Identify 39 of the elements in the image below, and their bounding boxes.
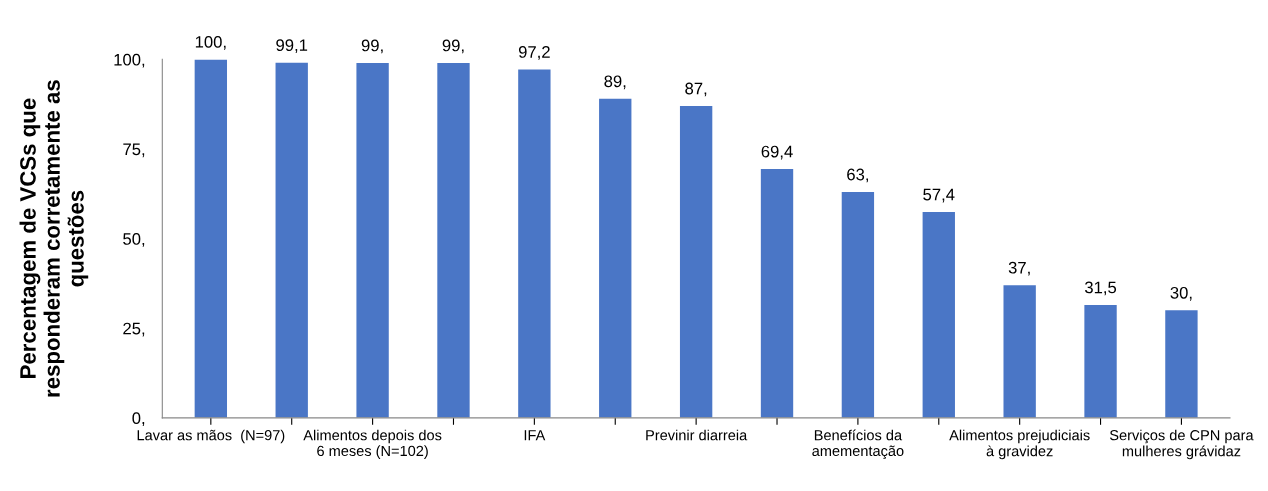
bar bbox=[760, 169, 794, 418]
bar bbox=[518, 69, 551, 418]
data-label: 30, bbox=[1170, 286, 1192, 301]
y-tick-label: 0, bbox=[132, 412, 145, 427]
bar bbox=[437, 63, 470, 418]
bar bbox=[1165, 310, 1198, 418]
bar bbox=[356, 63, 389, 418]
bar bbox=[599, 98, 632, 418]
bar bbox=[275, 62, 308, 418]
data-label: 99, bbox=[442, 39, 464, 54]
bar bbox=[841, 192, 875, 418]
data-label: 69,4 bbox=[761, 145, 793, 160]
x-tick-label: IFA bbox=[524, 430, 546, 441]
bar bbox=[1003, 285, 1036, 418]
x-tick-label: Serviços de CPN para mulheres grávidaz bbox=[1109, 429, 1254, 460]
data-label: 63, bbox=[847, 168, 868, 183]
data-label: 31,5 bbox=[1084, 281, 1117, 296]
data-label: 87, bbox=[685, 82, 707, 97]
x-tick-label: Lavar as mãos (N=97) bbox=[137, 429, 285, 444]
bar bbox=[194, 59, 228, 418]
y-tick-label: 75, bbox=[123, 143, 145, 158]
x-tick-label: Alimentos prejudiciais à gravidez bbox=[949, 429, 1090, 460]
data-label: 89, bbox=[604, 75, 626, 90]
y-tick-label: 50, bbox=[123, 233, 145, 247]
data-label: 99,1 bbox=[276, 39, 308, 53]
data-label: 97,2 bbox=[518, 46, 550, 60]
data-label: 37, bbox=[1008, 261, 1030, 276]
x-tick-label: Previnir diarreia bbox=[646, 429, 748, 441]
bar bbox=[679, 106, 713, 418]
data-label: 57,4 bbox=[923, 188, 955, 203]
bar bbox=[1084, 304, 1117, 418]
y-axis-title: Percentagem de VCSs que responderam corretamente as questões bbox=[19, 80, 89, 397]
bar bbox=[922, 212, 955, 418]
x-tick-label: Alimentos depois dos 6 meses (N=102) bbox=[303, 429, 442, 459]
data-label: 100, bbox=[195, 35, 226, 50]
y-tick-label: 100, bbox=[114, 53, 145, 68]
x-tick-label: Benefícios da amementação bbox=[812, 429, 904, 460]
y-tick-label: 25, bbox=[123, 322, 145, 337]
data-label: 99, bbox=[361, 39, 383, 54]
